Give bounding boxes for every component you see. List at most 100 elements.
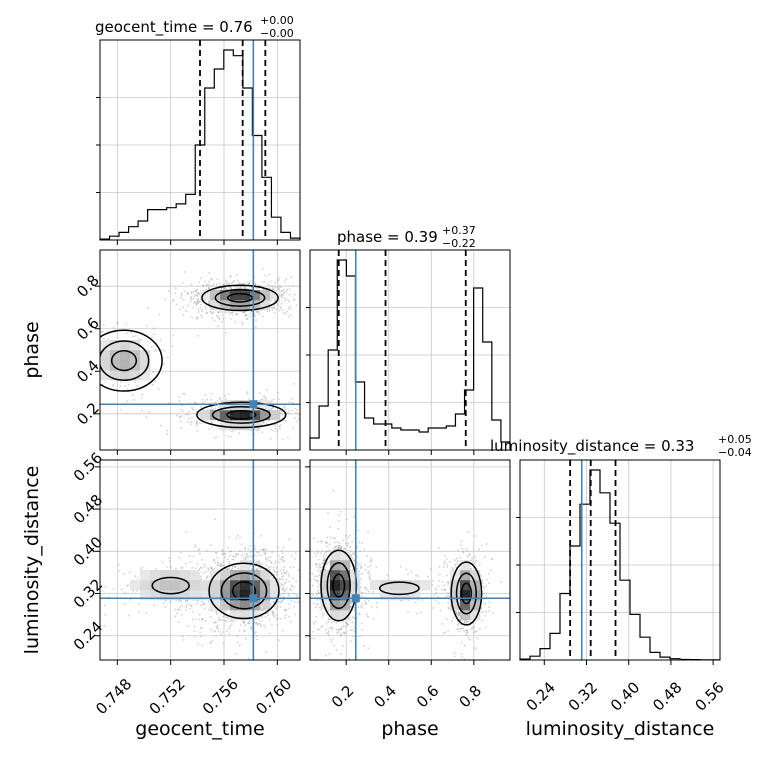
scatter-point [335,628,338,631]
density-cell [100,370,111,381]
contour-0-1 [326,562,351,610]
scatter-point [313,623,316,625]
scatter-point [196,334,199,337]
scatter-point [223,610,226,613]
density-cell [200,590,211,601]
scatter-point [472,560,474,563]
scatter-point [462,627,465,630]
scatter-point [474,630,477,633]
scatter-point [167,402,170,404]
title-phase-text: phase [337,228,382,246]
scatter-point [462,551,465,554]
scatter-point [215,635,217,637]
scatter-point [200,314,202,316]
scatter-point [272,306,275,309]
scatter-point [350,553,352,556]
scatter-point [342,631,345,634]
scatter-point [340,546,343,549]
scatter-point [271,611,274,614]
scatter-point [222,564,225,567]
scatter-point [239,624,242,627]
scatter-point [306,440,308,442]
scatter-point [201,558,204,561]
scatter-point [448,560,451,563]
scatter-point [293,586,296,589]
scatter-point [345,542,347,545]
density-cell [180,570,191,581]
scatter-point [192,307,195,309]
scatter-point [429,568,432,571]
scatter-point [230,311,233,314]
scatter-point [480,544,483,547]
scatter-point [304,615,306,617]
scatter-point [200,578,202,581]
scatter-point [280,578,283,580]
scatter-point [456,623,459,626]
scatter-point [325,622,328,625]
density-cell [340,590,351,601]
scatter-point [180,551,182,554]
scatter-point [210,392,213,395]
scatter-point [247,282,250,285]
scatter-point [200,635,202,638]
scatter-point [313,637,316,640]
scatter-point [272,601,275,604]
scatter-point [339,544,341,547]
scatter-point [482,592,485,595]
scatter-point [181,566,184,569]
scatter-point [232,311,235,313]
scatter-point [276,571,278,573]
scatter-point [323,559,326,562]
scatter-point [483,555,486,558]
scatter-point [179,606,182,609]
density-cell [160,580,171,591]
scatter-point [465,620,468,623]
scatter-point [176,612,178,615]
scatter-point [179,296,182,299]
scatter-point [245,553,247,556]
scatter-point [94,398,96,400]
scatter-point [460,540,463,543]
scatter-point [201,618,204,621]
scatter-point [318,564,321,567]
scatter-point [462,551,465,553]
scatter-point [258,561,261,564]
scatter-point [189,607,192,610]
scatter-point [264,556,267,559]
scatter-point [407,573,410,576]
scatter-point [217,563,220,566]
density-cell [190,590,201,601]
scatter-point [131,394,134,397]
scatter-point [255,310,258,313]
scatter-point [187,293,190,296]
scatter-point [242,622,245,624]
scatter-point [214,401,217,404]
title-geocent-time-text: geocent_time [95,18,197,37]
scatter-point [218,565,221,567]
scatter-point [224,567,227,570]
svg-text:luminosity_distance = 0.33: luminosity_distance = 0.33 [490,437,694,456]
scatter-point [148,411,150,413]
scatter-point [209,544,212,547]
scatter-point [357,564,359,566]
title-geocent-time-median: 0.76 [219,18,252,36]
scatter-point [250,555,253,558]
scatter-point [119,385,122,387]
scatter-point [293,299,295,301]
scatter-point [446,594,449,597]
scatter-point [491,557,494,560]
scatter-point [126,332,128,335]
scatter-point [116,322,118,325]
scatter-point [186,600,189,603]
scatter-point [437,602,440,604]
scatter-point [211,426,213,428]
scatter-point [290,397,293,400]
scatter-point [278,300,281,303]
scatter-point [311,416,313,418]
scatter-point [196,300,199,303]
scatter-point [249,627,252,630]
scatter-point [229,620,232,622]
scatter-point [263,552,265,555]
scatter-point [281,295,284,297]
scatter-point [315,620,318,623]
